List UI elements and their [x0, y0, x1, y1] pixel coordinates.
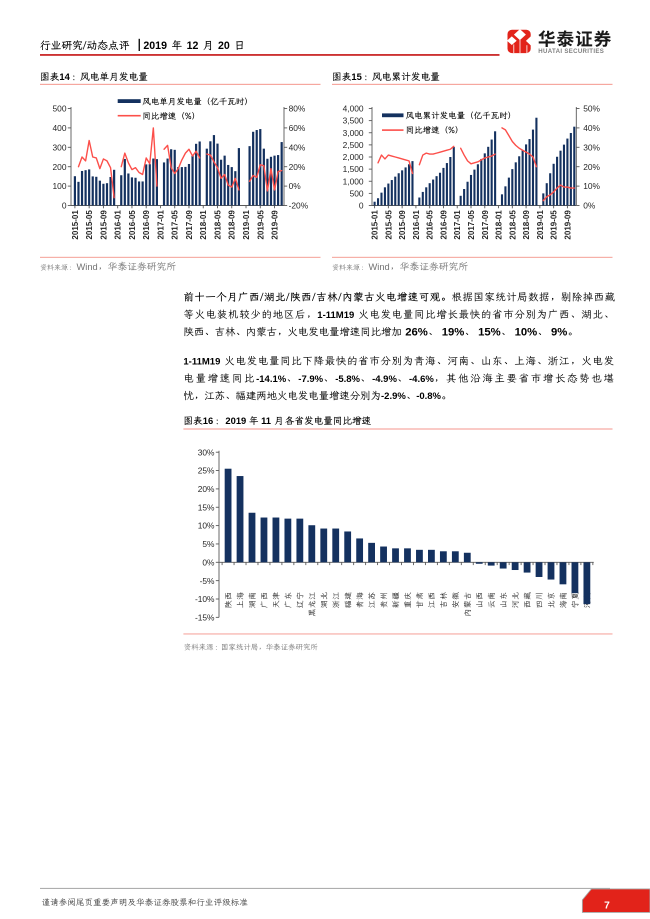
svg-text:Wind: Wind — [77, 262, 98, 272]
svg-text:40%: 40% — [583, 123, 600, 133]
svg-text:11: 11 — [261, 415, 271, 426]
svg-text:12: 12 — [187, 40, 199, 52]
svg-text:2017-01: 2017-01 — [156, 210, 165, 240]
svg-text:80%: 80% — [289, 104, 306, 114]
svg-text:2018-09: 2018-09 — [522, 210, 531, 240]
svg-text:15%: 15% — [198, 502, 215, 512]
svg-text:14: 14 — [59, 71, 70, 82]
svg-text:1-11M19: 1-11M19 — [183, 356, 220, 367]
svg-text:-15%: -15% — [195, 612, 215, 622]
svg-text:1,500: 1,500 — [343, 164, 364, 174]
svg-text:2018-01: 2018-01 — [495, 210, 504, 240]
svg-text:-7.9%: -7.9% — [298, 374, 323, 385]
svg-text:30%: 30% — [583, 142, 600, 152]
svg-text:50%: 50% — [583, 104, 600, 114]
svg-text:15: 15 — [351, 71, 361, 82]
svg-text:2015-01: 2015-01 — [71, 210, 80, 240]
svg-text:20%: 20% — [198, 484, 215, 494]
svg-text:2019-09: 2019-09 — [271, 210, 280, 240]
svg-text:20: 20 — [218, 40, 230, 52]
svg-text:3,000: 3,000 — [343, 128, 364, 138]
svg-text:0%: 0% — [583, 201, 596, 211]
svg-text:0%: 0% — [289, 181, 302, 191]
svg-text:300: 300 — [53, 142, 67, 152]
svg-text:2015-05: 2015-05 — [384, 210, 393, 240]
svg-text:2015-01: 2015-01 — [371, 210, 380, 240]
svg-text:-10%: -10% — [195, 594, 215, 604]
svg-text:200: 200 — [53, 162, 67, 172]
svg-text:2019-05: 2019-05 — [550, 210, 559, 240]
svg-text:-4.9%: -4.9% — [372, 374, 397, 385]
svg-text:100: 100 — [53, 181, 67, 191]
svg-text:1-11M19: 1-11M19 — [317, 310, 354, 321]
svg-text:19%: 19% — [442, 326, 465, 338]
svg-text:0: 0 — [62, 201, 67, 211]
svg-text:4,000: 4,000 — [343, 104, 364, 114]
svg-text:2019-05: 2019-05 — [256, 210, 265, 240]
svg-text:2016-05: 2016-05 — [128, 210, 137, 240]
svg-text:2017-05: 2017-05 — [171, 210, 180, 240]
svg-text:2015-05: 2015-05 — [85, 210, 94, 240]
svg-text:26%: 26% — [405, 326, 428, 338]
svg-text:500: 500 — [350, 189, 364, 199]
svg-text:3,500: 3,500 — [343, 116, 364, 126]
svg-text:2016-05: 2016-05 — [426, 210, 435, 240]
svg-text:-2.9%: -2.9% — [381, 391, 406, 402]
svg-text:30%: 30% — [198, 447, 215, 457]
svg-text:HUATAI SECURITIES: HUATAI SECURITIES — [538, 48, 604, 55]
svg-text:2018-09: 2018-09 — [228, 210, 237, 240]
svg-text:2019-01: 2019-01 — [536, 210, 545, 240]
svg-text:2017-09: 2017-09 — [481, 210, 490, 240]
svg-text:2,000: 2,000 — [343, 152, 364, 162]
svg-text:2016-09: 2016-09 — [439, 210, 448, 240]
svg-text:40%: 40% — [289, 142, 306, 152]
svg-text:-14.1%: -14.1% — [256, 374, 287, 385]
svg-text:0: 0 — [359, 201, 364, 211]
svg-text:2016-01: 2016-01 — [412, 210, 421, 240]
svg-text:2016-09: 2016-09 — [142, 210, 151, 240]
svg-text:20%: 20% — [289, 162, 306, 172]
svg-text:2018-01: 2018-01 — [199, 210, 208, 240]
svg-text:9%: 9% — [551, 326, 567, 338]
svg-text:Wind: Wind — [369, 262, 390, 272]
svg-text:7: 7 — [604, 901, 610, 912]
svg-text:20%: 20% — [583, 162, 600, 172]
svg-text:2019-09: 2019-09 — [563, 210, 572, 240]
svg-text:25%: 25% — [198, 466, 215, 476]
svg-text:2018-05: 2018-05 — [508, 210, 517, 240]
svg-text:10%: 10% — [583, 181, 600, 191]
svg-text:2019: 2019 — [143, 40, 167, 52]
svg-text:1,000: 1,000 — [343, 176, 364, 186]
svg-text:15%: 15% — [478, 326, 501, 338]
svg-text:2017-09: 2017-09 — [185, 210, 194, 240]
svg-text:10%: 10% — [515, 326, 538, 338]
svg-text:10%: 10% — [198, 521, 215, 531]
svg-text:-20%: -20% — [289, 201, 309, 211]
svg-text:2016-01: 2016-01 — [114, 210, 123, 240]
svg-text:-4.6%: -4.6% — [409, 374, 434, 385]
svg-text:-5.8%: -5.8% — [335, 374, 360, 385]
svg-text:400: 400 — [53, 123, 67, 133]
svg-text:500: 500 — [53, 104, 67, 114]
svg-text:0%: 0% — [202, 557, 215, 567]
svg-text:2015-09: 2015-09 — [398, 210, 407, 240]
svg-text:2,500: 2,500 — [343, 140, 364, 150]
svg-text:5%: 5% — [202, 539, 215, 549]
svg-text:2019: 2019 — [225, 415, 246, 426]
svg-text:16: 16 — [203, 415, 213, 426]
svg-text:2017-05: 2017-05 — [467, 210, 476, 240]
svg-text:2019-01: 2019-01 — [242, 210, 251, 240]
svg-text:2015-09: 2015-09 — [99, 210, 108, 240]
svg-text:-5%: -5% — [200, 576, 215, 586]
svg-text:2018-05: 2018-05 — [214, 210, 223, 240]
svg-text:-0.8%: -0.8% — [416, 391, 441, 402]
svg-text:2017-01: 2017-01 — [453, 210, 462, 240]
svg-text:60%: 60% — [289, 123, 306, 133]
